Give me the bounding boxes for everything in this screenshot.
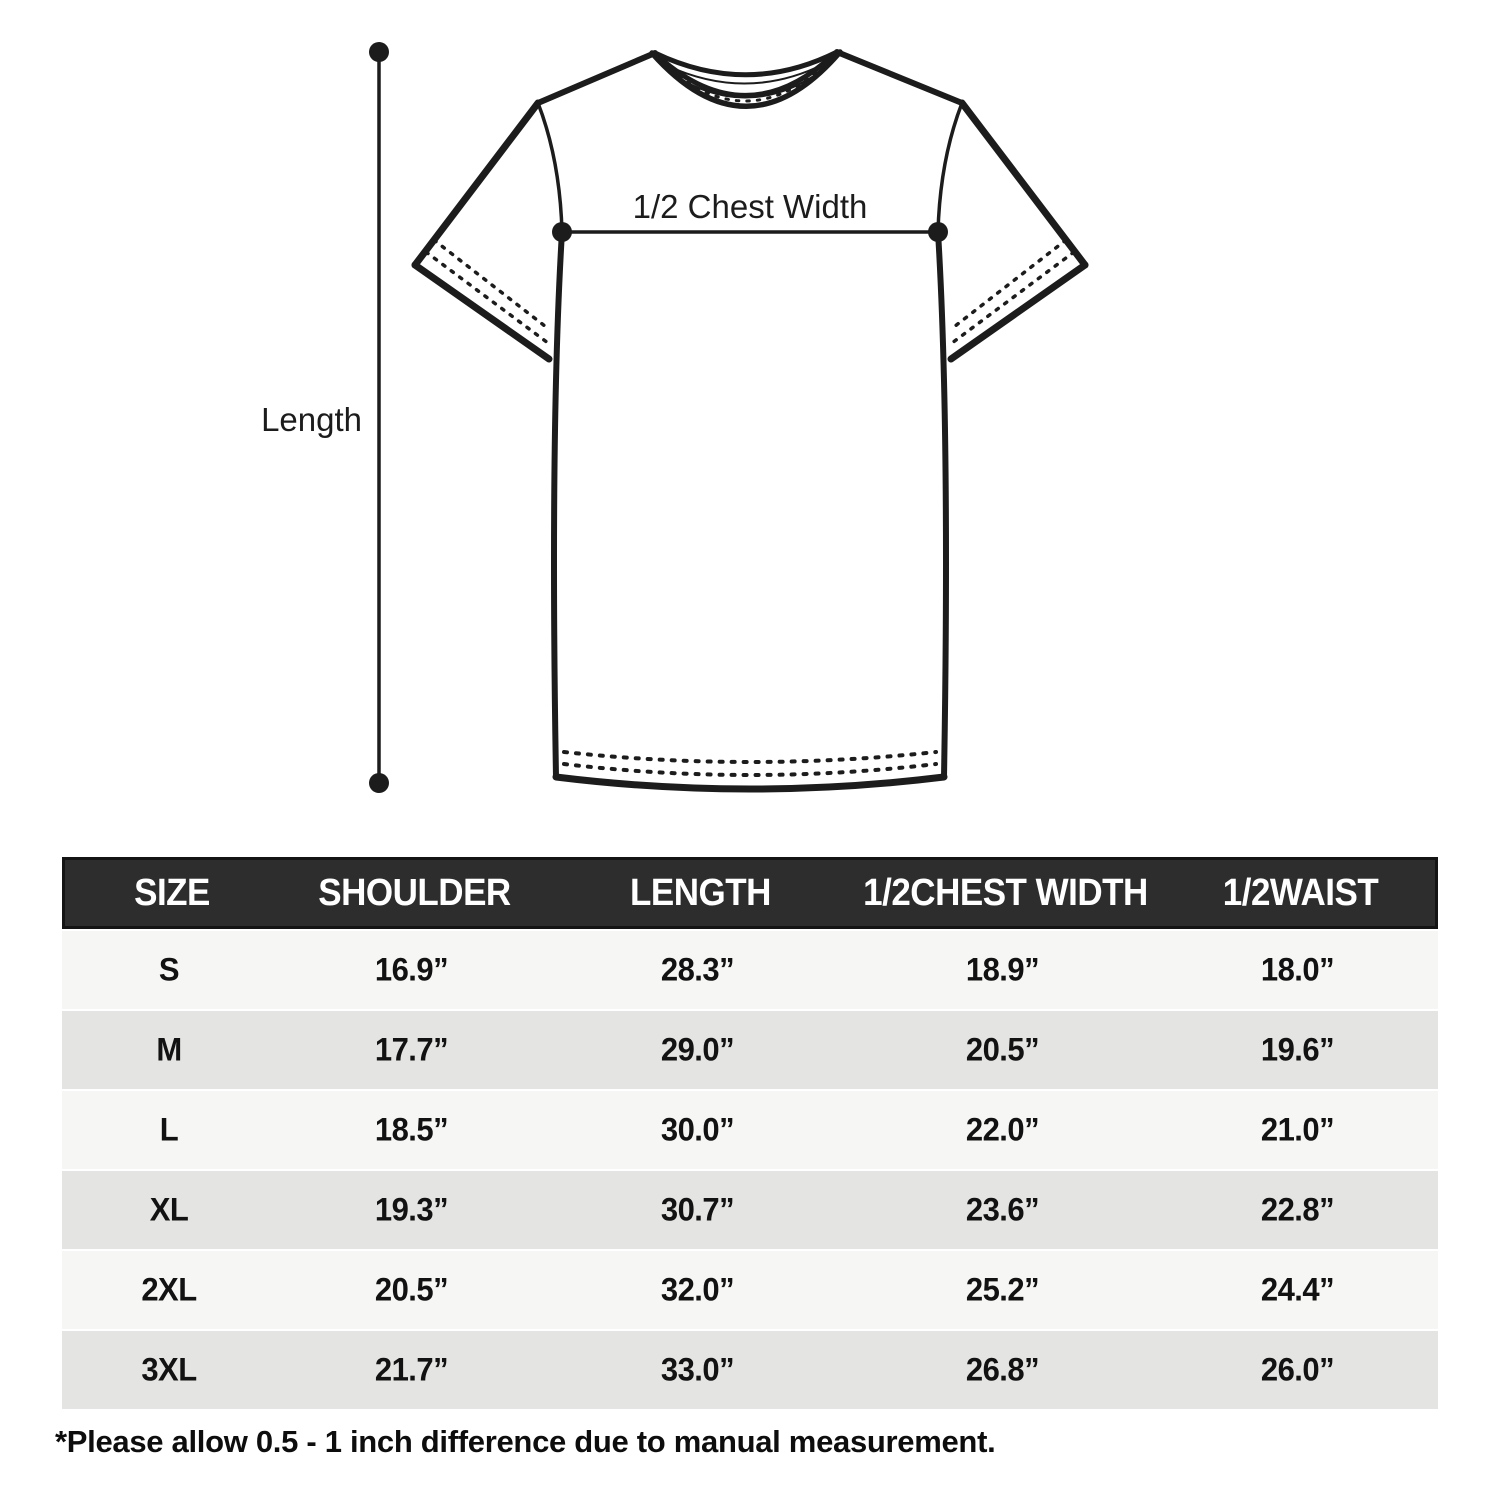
chest-width-measure-line [552, 222, 948, 242]
column-header-half-waist: 1/2WAIST [1222, 871, 1379, 914]
cell-half-chest: 20.5” [965, 1030, 1040, 1069]
measurement-footnote: *Please allow 0.5 - 1 inch difference du… [55, 1424, 996, 1459]
cell-length: 28.3” [660, 950, 735, 989]
cell-shoulder: 17.7” [374, 1030, 449, 1069]
cell-size: M [156, 1030, 182, 1069]
cell-half-waist: 26.0” [1260, 1350, 1335, 1389]
size-table: SIZE SHOULDER LENGTH 1/2CHEST WIDTH 1/2W… [62, 857, 1438, 1409]
cell-half-chest: 23.6” [965, 1190, 1040, 1229]
table-row-l: L 18.5” 30.0” 22.0” 21.0” [62, 1091, 1438, 1169]
cell-size: 2XL [141, 1270, 197, 1309]
length-endpoint-dot-top [369, 42, 389, 62]
cell-half-waist: 24.4” [1260, 1270, 1335, 1309]
column-header-size: SIZE [134, 871, 210, 914]
cell-size: L [159, 1110, 179, 1149]
cell-shoulder: 16.9” [374, 950, 449, 989]
chest-endpoint-dot-right [928, 222, 948, 242]
cell-half-waist: 22.8” [1260, 1190, 1335, 1229]
cell-size: S [158, 950, 180, 989]
tshirt-body [551, 229, 949, 793]
cell-half-chest: 25.2” [965, 1270, 1040, 1309]
cell-length: 33.0” [660, 1350, 735, 1389]
sleeve-stitching [424, 238, 1076, 345]
table-row-2xl: 2XL 20.5” 32.0” 25.2” 24.4” [62, 1251, 1438, 1329]
cell-half-chest: 22.0” [965, 1110, 1040, 1149]
table-row-3xl: 3XL 21.7” 33.0” 26.8” 26.0” [62, 1331, 1438, 1409]
cell-length: 32.0” [660, 1270, 735, 1309]
column-header-half-chest: 1/2CHEST WIDTH [863, 871, 1148, 914]
cell-size: XL [149, 1190, 189, 1229]
cell-half-chest: 18.9” [965, 950, 1040, 989]
cell-size: 3XL [141, 1350, 197, 1389]
column-header-length: LENGTH [630, 871, 771, 914]
cell-shoulder: 18.5” [374, 1110, 449, 1149]
cell-length: 30.7” [660, 1190, 735, 1229]
cell-shoulder: 20.5” [374, 1270, 449, 1309]
table-row-xl: XL 19.3” 30.7” 23.6” 22.8” [62, 1171, 1438, 1249]
cell-half-waist: 18.0” [1260, 950, 1335, 989]
table-row-m: M 17.7” 29.0” 20.5” 19.6” [62, 1011, 1438, 1089]
cell-half-waist: 21.0” [1260, 1110, 1335, 1149]
armhole-seams [536, 101, 964, 234]
table-row-s: S 16.9” 28.3” 18.9” 18.0” [62, 931, 1438, 1009]
cell-shoulder: 19.3” [374, 1190, 449, 1229]
tshirt-sleeves [411, 99, 1089, 363]
chest-width-label: 1/2 Chest Width [633, 188, 868, 225]
cell-length: 30.0” [660, 1110, 735, 1149]
length-label: Length [261, 401, 362, 438]
tshirt-diagram: 1/2 Chest Width Length [261, 42, 1089, 793]
cell-length: 29.0” [660, 1030, 735, 1069]
cell-shoulder: 21.7” [374, 1350, 449, 1389]
table-header-row: SIZE SHOULDER LENGTH 1/2CHEST WIDTH 1/2W… [62, 857, 1438, 929]
tshirt-shoulders [535, 49, 965, 106]
column-header-shoulder: SHOULDER [318, 871, 511, 914]
chest-endpoint-dot-left [552, 222, 572, 242]
tshirt-collar [649, 49, 843, 109]
cell-half-chest: 26.8” [965, 1350, 1040, 1389]
length-endpoint-dot-bottom [369, 773, 389, 793]
hem-stitching [562, 750, 938, 777]
length-measure-line [369, 42, 389, 793]
cell-half-waist: 19.6” [1260, 1030, 1335, 1069]
